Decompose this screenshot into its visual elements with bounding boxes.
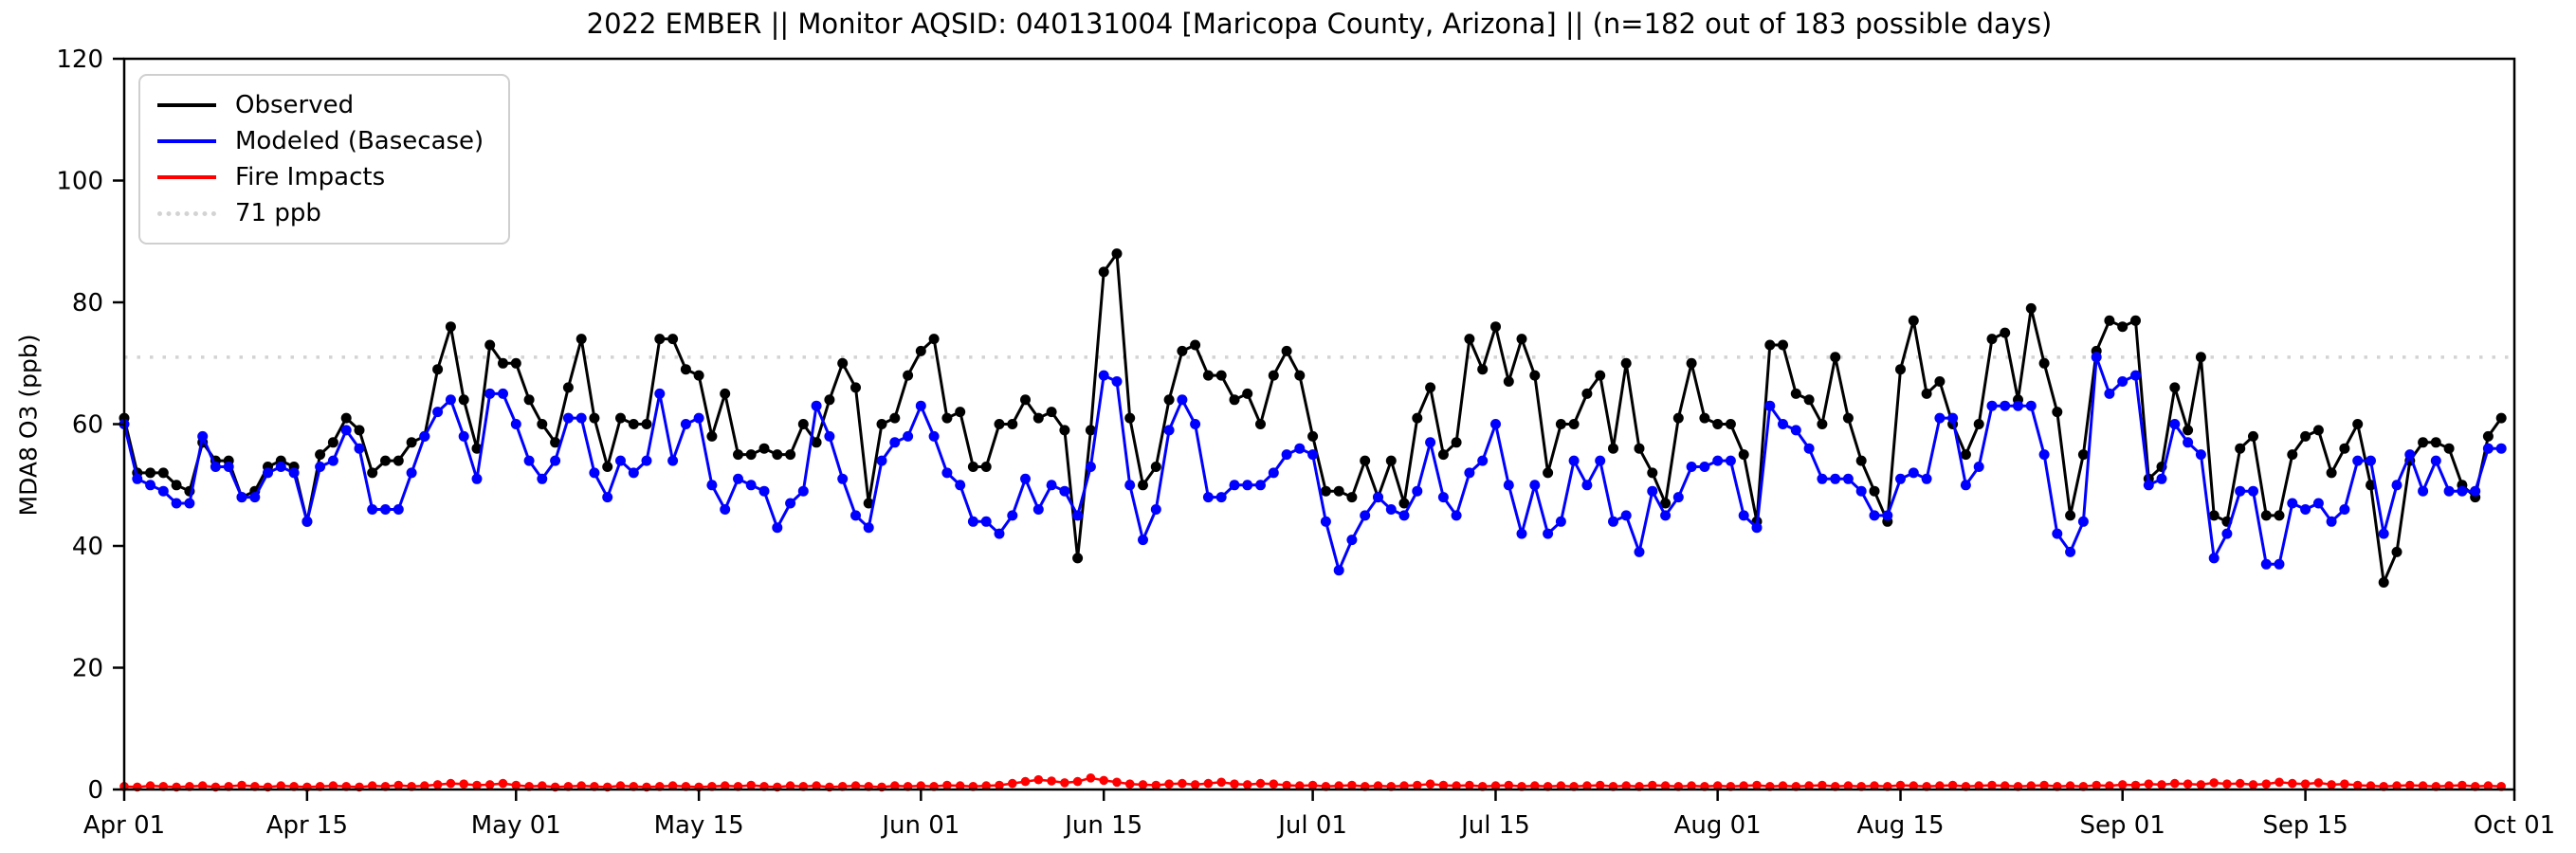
modeled-line-swatch <box>157 139 216 143</box>
legend-label: Observed <box>235 91 355 119</box>
x-tick-label: Jul 15 <box>1459 811 1530 840</box>
legend-label: Fire Impacts <box>235 163 386 191</box>
y-tick-label: 40 <box>72 533 103 561</box>
legend: Observed Modeled (Basecase) Fire Impacts… <box>138 74 511 245</box>
modeled-basecase--line <box>122 355 2502 572</box>
y-tick-label: 100 <box>56 168 103 196</box>
y-tick-label: 20 <box>72 655 103 683</box>
x-tick-label: May 15 <box>654 811 744 840</box>
legend-item-threshold: 71 ppb <box>157 195 484 231</box>
x-tick-label: Aug 15 <box>1856 811 1944 840</box>
x-tick-label: Jul 01 <box>1276 811 1347 840</box>
x-tick-label: Oct 01 <box>2474 811 2555 840</box>
threshold-line-swatch <box>157 210 216 216</box>
modeled-basecase--markers <box>119 352 2507 576</box>
legend-item-modeled: Modeled (Basecase) <box>157 123 484 159</box>
x-tick-label: Apr 15 <box>266 811 348 840</box>
x-tick-label: May 01 <box>471 811 561 840</box>
x-tick-label: Sep 01 <box>2080 811 2165 840</box>
fire-line-swatch <box>157 175 216 179</box>
x-tick-label: Jun 01 <box>880 811 959 840</box>
y-tick-label: 80 <box>72 289 103 318</box>
chart-title: 2022 EMBER || Monitor AQSID: 040131004 [… <box>586 8 2053 40</box>
y-tick-label: 60 <box>72 411 103 440</box>
legend-item-observed: Observed <box>157 87 484 123</box>
x-tick-label: Jun 15 <box>1063 811 1142 840</box>
observed-markers <box>119 248 2507 588</box>
observed-line <box>122 252 2503 584</box>
legend-item-fire: Fire Impacts <box>157 159 484 195</box>
x-tick-label: Sep 15 <box>2262 811 2348 840</box>
y-axis-label: MDA8 O3 (ppb) <box>14 334 43 517</box>
y-tick-label: 120 <box>56 45 103 74</box>
observed-line-swatch <box>157 103 216 107</box>
legend-label: Modeled (Basecase) <box>235 127 484 155</box>
x-tick-label: Aug 01 <box>1674 811 1762 840</box>
y-tick-label: 0 <box>87 776 103 805</box>
x-tick-label: Apr 01 <box>83 811 165 840</box>
legend-label: 71 ppb <box>235 199 321 227</box>
